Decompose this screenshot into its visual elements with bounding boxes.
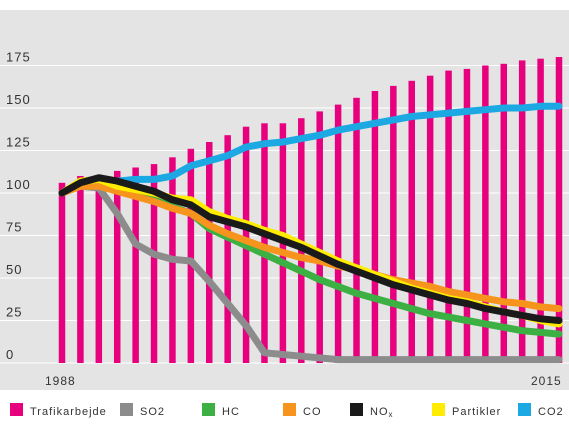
- legend-swatch: [432, 403, 445, 416]
- legend-item: SO2: [120, 403, 165, 418]
- bar-trafikarbejde-1990: [95, 176, 103, 363]
- bar-trafikarbejde-2002: [316, 111, 323, 364]
- y-tick-label: 175: [6, 50, 31, 65]
- legend: Trafikarbejde SO2 HC CO NOx Partikler CO2: [10, 403, 564, 419]
- bar-trafikarbejde-2006: [390, 85, 397, 364]
- legend-swatch: [120, 403, 133, 416]
- bar-trafikarbejde-1989: [77, 176, 84, 363]
- legend-swatch: [10, 403, 23, 416]
- x-tick-label-end: 2015: [531, 374, 562, 388]
- line-series: [58, 102, 563, 364]
- legend-label: SO2: [140, 406, 165, 418]
- y-tick-label: 125: [6, 135, 31, 150]
- y-tick-label: 100: [6, 177, 31, 192]
- line-so2: [58, 182, 563, 364]
- bar-trafikarbejde-1996: [206, 142, 213, 363]
- bar-trafikarbejde-2010: [463, 68, 471, 364]
- legend-item: HC: [202, 403, 240, 418]
- bar-trafikarbejde-2009: [445, 70, 452, 363]
- y-tick-label: 50: [6, 262, 22, 277]
- bar-trafikarbejde-2004: [353, 97, 360, 364]
- bar-trafikarbejde-2014: [537, 58, 544, 363]
- legend-label: HC: [222, 406, 240, 418]
- legend-swatch: [202, 403, 215, 416]
- y-tick-label: 0: [6, 347, 14, 362]
- legend-item: CO: [283, 403, 322, 418]
- legend-item: Trafikarbejde: [10, 403, 107, 418]
- bar-trafikarbejde-1988: [58, 182, 66, 363]
- line-no: [58, 174, 563, 324]
- bar-trafikarbejde-2005: [371, 91, 379, 363]
- line-co: [58, 182, 563, 313]
- legend-swatch: [283, 403, 296, 416]
- x-tick-label-start: 1988: [45, 374, 76, 388]
- y-tick-labels: 0 25 50 75 100 125 150 175: [6, 50, 31, 363]
- bar-trafikarbejde-1993: [150, 164, 158, 363]
- legend-label: CO: [303, 406, 322, 418]
- y-tick-label: 75: [6, 220, 22, 235]
- legend-swatch: [350, 403, 363, 416]
- y-tick-label: 150: [6, 92, 31, 107]
- bar-trafikarbejde-1991: [113, 170, 121, 363]
- bar-trafikarbejde-2008: [426, 75, 434, 363]
- legend-item: NOx: [350, 403, 394, 419]
- legend-label: Trafikarbejde: [30, 406, 107, 418]
- legend-label: Partikler: [452, 406, 501, 418]
- bar-trafikarbejde-1999: [261, 123, 268, 363]
- line-co2: [58, 102, 563, 197]
- legend-label: NOx: [370, 406, 394, 419]
- bar-trafikarbejde-2003: [334, 104, 342, 363]
- x-tick-labels: 1988 2015: [45, 374, 562, 388]
- legend-label: CO2: [538, 406, 564, 418]
- y-tick-label: 25: [6, 305, 22, 320]
- bar-trafikarbejde-1992: [132, 167, 139, 363]
- bar-trafikarbejde-2015: [555, 57, 563, 363]
- legend-item: CO2: [518, 403, 564, 418]
- bar-trafikarbejde-2011: [482, 65, 489, 363]
- bar-trafikarbejde-1997: [224, 135, 231, 363]
- bar-trafikarbejde-2013: [518, 60, 526, 364]
- bar-trafikarbejde-2012: [500, 63, 508, 364]
- legend-item: Partikler: [432, 403, 501, 418]
- bar-trafikarbejde-1995: [187, 148, 195, 363]
- legend-swatch: [518, 403, 531, 416]
- bar-trafikarbejde-2007: [408, 80, 415, 364]
